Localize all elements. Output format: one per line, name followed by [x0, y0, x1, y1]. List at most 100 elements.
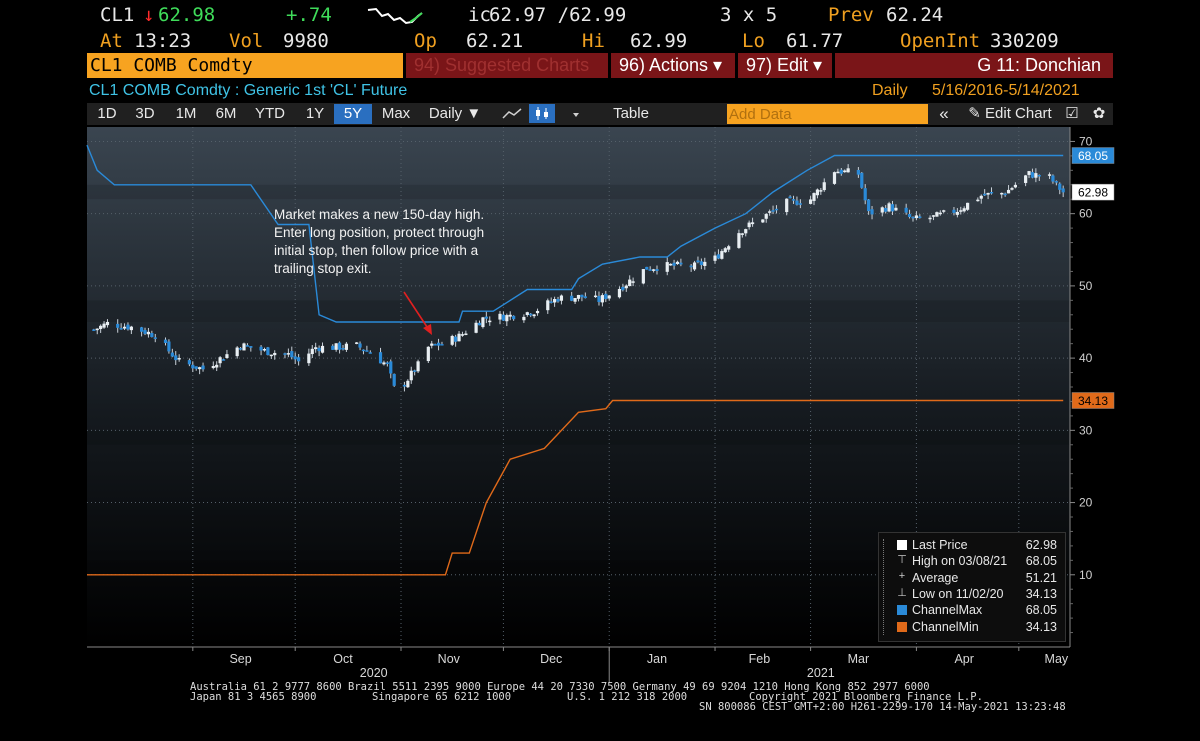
suggested-charts-label: 94) Suggested Charts	[414, 55, 590, 75]
ticker: CL1	[100, 4, 135, 26]
candle-body	[744, 229, 748, 234]
lo-value: 61.77	[786, 30, 844, 52]
period-6m[interactable]: 6M	[215, 105, 237, 122]
settings-icon[interactable]: ✿	[1092, 105, 1106, 122]
channel-min-tag: 34.13	[1078, 394, 1108, 408]
candle-body	[95, 328, 99, 331]
candle-body	[174, 355, 178, 361]
period-5y[interactable]: 5Y	[334, 104, 372, 124]
legend-row[interactable]: + Average 51.21	[879, 570, 1063, 587]
candle-body	[559, 295, 564, 301]
security-field[interactable]: CL1 COMB Comdty	[87, 53, 403, 78]
legend-box: Last Price 62.98 ⊤ High on 03/08/21 68.05 + Av…	[878, 532, 1066, 642]
candle-body	[669, 263, 673, 266]
candle-body	[273, 352, 277, 356]
legend-drag-handle[interactable]	[883, 539, 889, 635]
legend-label: Low on 11/02/20	[912, 586, 1004, 601]
frequency-dropdown[interactable]: Daily ▼	[428, 105, 482, 122]
candle-body	[99, 325, 103, 330]
prev-label: Prev	[828, 4, 874, 26]
legend-low-marker-icon: ⊥	[897, 586, 907, 599]
candle-body	[525, 312, 529, 315]
candle-body	[1003, 193, 1007, 196]
x-tick-label: Dec	[540, 652, 562, 666]
date-range[interactable]: 5/16/2016-5/14/2021	[932, 82, 1080, 99]
footer-japan: Japan 81 3 4565 8900	[190, 691, 317, 703]
time-value: 13:23	[134, 30, 192, 52]
candlestick-icon[interactable]	[529, 104, 555, 123]
candle-body	[259, 346, 263, 351]
footer-copyright: Copyright 2021 Bloomberg Finance L.P.	[749, 691, 983, 703]
chevron-down-icon[interactable]	[568, 105, 584, 122]
candle-body	[430, 343, 434, 346]
candle-body	[286, 353, 290, 355]
candle-body	[696, 260, 700, 263]
period-ytd[interactable]: YTD	[255, 105, 285, 122]
save-icon[interactable]: ☑	[1065, 105, 1079, 122]
candle-body	[798, 203, 802, 205]
period-1m[interactable]: 1M	[175, 105, 197, 122]
candle-body	[703, 261, 707, 266]
period-1d[interactable]: 1D	[97, 105, 117, 122]
period-3d[interactable]: 3D	[135, 105, 155, 122]
candle-body	[856, 169, 860, 175]
candle-body	[416, 361, 420, 372]
period-1y[interactable]: 1Y	[305, 105, 325, 122]
edit-menu[interactable]: 97) Edit ▾	[738, 53, 832, 78]
x-tick-label: Feb	[749, 652, 771, 666]
chart-name-field[interactable]: G 11: Donchian	[835, 53, 1113, 78]
candle-body	[262, 349, 267, 351]
candle-body	[529, 313, 533, 316]
candle-body	[651, 269, 656, 271]
x-tick-label: Jan	[647, 652, 667, 666]
add-data-field[interactable]: Add Data	[727, 104, 928, 124]
period-max[interactable]: Max	[381, 105, 411, 122]
candle-body	[235, 347, 239, 357]
candle-body	[723, 248, 727, 253]
legend-label: High on 03/08/21	[912, 554, 1008, 569]
year-label: 2021	[807, 666, 835, 680]
candle-body	[914, 215, 919, 219]
legend-label: ChannelMin	[912, 619, 979, 634]
candle-body	[498, 313, 502, 320]
candle-body	[774, 208, 779, 211]
candle-body	[593, 295, 598, 298]
legend-row[interactable]: ⊥ Low on 11/02/20 34.13	[879, 587, 1063, 603]
legend-label: Last Price	[912, 538, 968, 552]
legend-row[interactable]: ChannelMin 34.13	[879, 620, 1063, 636]
candle-body	[904, 207, 908, 213]
candle-body	[1061, 188, 1065, 193]
candle-body	[942, 210, 946, 212]
edit-chart-button[interactable]: ✎ Edit Chart	[968, 105, 1052, 122]
candle-body	[1034, 173, 1038, 178]
legend-square-icon	[897, 605, 907, 616]
candle-body	[484, 316, 488, 319]
candle-body	[631, 281, 635, 283]
collapse-icon[interactable]: «	[939, 104, 949, 123]
legend-row[interactable]: Last Price 62.98	[879, 538, 1063, 554]
year-label: 2020	[360, 666, 388, 680]
actions-menu[interactable]: 96) Actions ▾	[611, 53, 735, 78]
candle-body	[675, 261, 680, 265]
candle-body	[457, 333, 461, 342]
candle-body	[628, 279, 632, 287]
vol-label: Vol	[229, 30, 264, 52]
candle-body	[290, 351, 294, 358]
candle-body	[140, 327, 144, 332]
candle-body	[392, 373, 396, 386]
candle-body	[249, 346, 253, 348]
candle-body	[385, 362, 389, 364]
candle-body	[126, 324, 130, 330]
table-button[interactable]: Table	[613, 105, 649, 122]
periodicity-label: Daily	[872, 82, 908, 99]
candle-body	[785, 198, 789, 213]
candle-body	[119, 328, 123, 330]
suggested-charts-button[interactable]: 94) Suggested Charts	[406, 53, 608, 78]
candle-body	[450, 335, 454, 345]
candle-body	[887, 203, 891, 212]
legend-row[interactable]: ChannelMax 68.05	[879, 603, 1063, 619]
legend-row[interactable]: ⊤ High on 03/08/21 68.05	[879, 554, 1063, 570]
line-chart-icon[interactable]	[500, 105, 524, 122]
candle-body	[645, 266, 649, 270]
